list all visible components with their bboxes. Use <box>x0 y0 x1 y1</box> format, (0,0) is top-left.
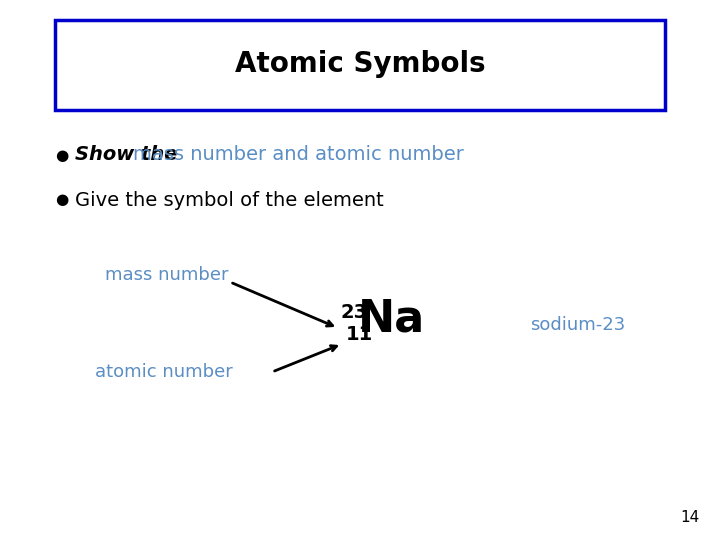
FancyBboxPatch shape <box>55 20 665 110</box>
Text: mass number: mass number <box>105 266 228 284</box>
Text: Show the: Show the <box>75 145 184 165</box>
Text: atomic number: atomic number <box>95 363 233 381</box>
Text: Na: Na <box>358 297 426 340</box>
Text: sodium-23: sodium-23 <box>530 316 625 334</box>
Text: 14: 14 <box>680 510 700 525</box>
Text: mass number and atomic number: mass number and atomic number <box>133 145 464 165</box>
Text: Atomic Symbols: Atomic Symbols <box>235 50 485 78</box>
Text: 11: 11 <box>346 325 373 344</box>
Text: Give the symbol of the element: Give the symbol of the element <box>75 191 384 210</box>
Text: 23: 23 <box>340 303 367 322</box>
Text: ●: ● <box>55 192 68 207</box>
Text: ●: ● <box>55 147 68 163</box>
